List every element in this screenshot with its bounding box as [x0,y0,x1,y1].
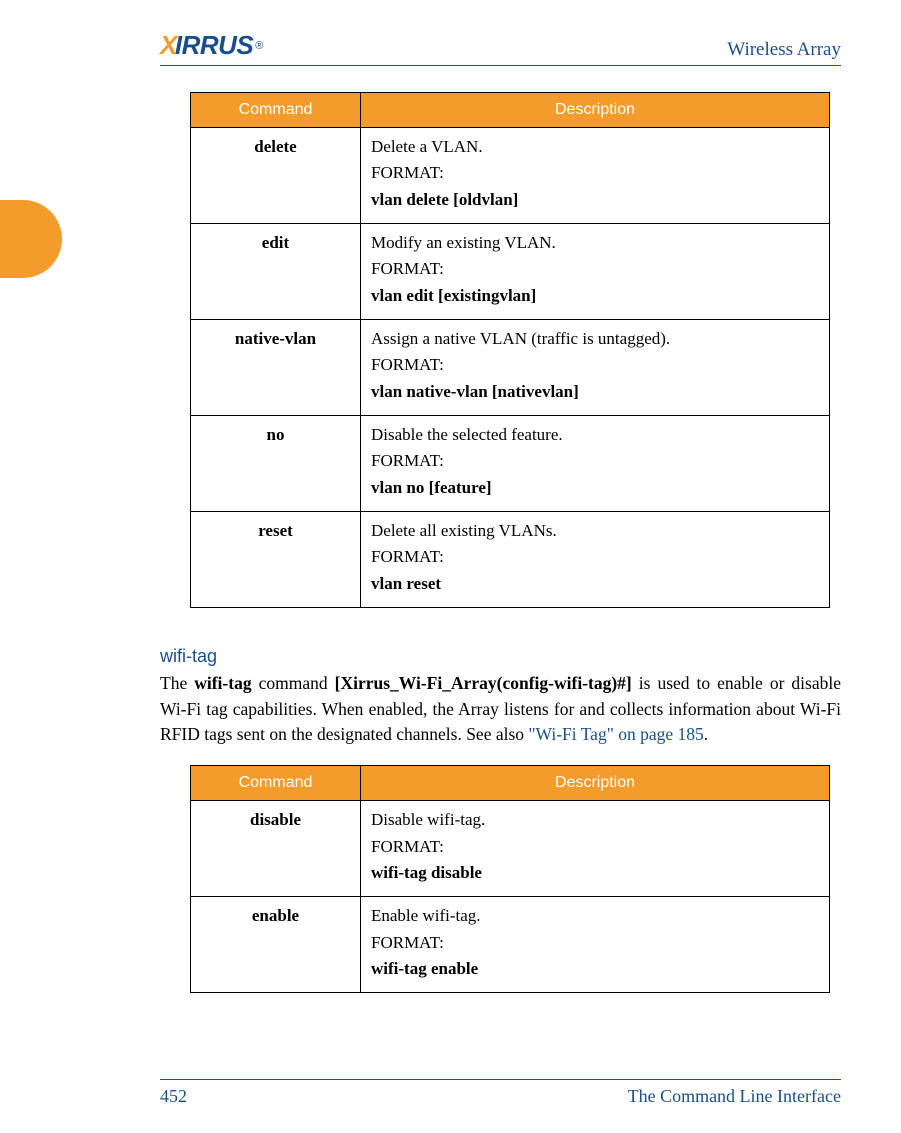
desc-format: FORMAT: [371,160,819,186]
desc-cell: Modify an existing VLAN. FORMAT: vlan ed… [361,224,830,320]
col-header-description: Description [361,766,830,801]
desc-text: Disable wifi-tag. [371,807,819,833]
desc-format: FORMAT: [371,256,819,282]
table-header-row: Command Description [191,766,830,801]
desc-syntax: wifi-tag enable [371,956,819,982]
table-row: edit Modify an existing VLAN. FORMAT: vl… [191,224,830,320]
desc-cell: Delete a VLAN. FORMAT: vlan delete [oldv… [361,128,830,224]
header-title: Wireless Array [727,39,841,61]
content-area: Command Description delete Delete a VLAN… [160,92,841,993]
table-row: disable Disable wifi-tag. FORMAT: wifi-t… [191,801,830,897]
col-header-command: Command [191,93,361,128]
desc-format: FORMAT: [371,930,819,956]
side-tab-decoration [0,200,62,278]
table-header-row: Command Description [191,93,830,128]
table-row: delete Delete a VLAN. FORMAT: vlan delet… [191,128,830,224]
logo-registered: ® [255,40,263,52]
table-row: native-vlan Assign a native VLAN (traffi… [191,320,830,416]
footer-title: The Command Line Interface [628,1086,841,1107]
para-text: . [704,724,708,744]
cmd-cell: native-vlan [191,320,361,416]
desc-syntax: vlan native-vlan [nativevlan] [371,379,819,405]
desc-cell: Disable wifi-tag. FORMAT: wifi-tag disab… [361,801,830,897]
page: XIRRUS® Wireless Array Command Descripti… [0,0,901,1133]
page-header: XIRRUS® Wireless Array [160,30,841,66]
table-row: no Disable the selected feature. FORMAT:… [191,416,830,512]
col-header-command: Command [191,766,361,801]
cmd-cell: reset [191,512,361,608]
desc-format: FORMAT: [371,352,819,378]
desc-syntax: wifi-tag disable [371,860,819,886]
table-row: reset Delete all existing VLANs. FORMAT:… [191,512,830,608]
desc-format: FORMAT: [371,544,819,570]
desc-cell: Delete all existing VLANs. FORMAT: vlan … [361,512,830,608]
page-number: 452 [160,1086,187,1107]
vlan-commands-table: Command Description delete Delete a VLAN… [190,92,830,608]
desc-text: Enable wifi-tag. [371,903,819,929]
col-header-description: Description [361,93,830,128]
desc-cell: Disable the selected feature. FORMAT: vl… [361,416,830,512]
para-command-prompt: [Xirrus_Wi-Fi_Array(config-wifi-tag)#] [335,673,632,693]
desc-cell: Enable wifi-tag. FORMAT: wifi-tag enable [361,897,830,993]
cmd-cell: delete [191,128,361,224]
cmd-cell: no [191,416,361,512]
desc-text: Modify an existing VLAN. [371,230,819,256]
brand-logo: XIRRUS® [160,30,263,61]
desc-text: Delete a VLAN. [371,134,819,160]
table-row: enable Enable wifi-tag. FORMAT: wifi-tag… [191,897,830,993]
desc-cell: Assign a native VLAN (traffic is untagge… [361,320,830,416]
section-heading-wifi-tag: wifi-tag [160,646,841,667]
desc-syntax: vlan reset [371,571,819,597]
desc-text: Delete all existing VLANs. [371,518,819,544]
desc-syntax: vlan no [feature] [371,475,819,501]
section-paragraph: The wifi-tag command [Xirrus_Wi-Fi_Array… [160,671,841,747]
cross-reference-link[interactable]: "Wi-Fi Tag" on page 185 [528,724,703,744]
cmd-cell: edit [191,224,361,320]
desc-syntax: vlan edit [existingvlan] [371,283,819,309]
page-footer: 452 The Command Line Interface [160,1079,841,1107]
wifi-tag-commands-table: Command Description disable Disable wifi… [190,765,830,993]
logo-rest: IRRUS [175,30,253,61]
desc-format: FORMAT: [371,448,819,474]
cmd-cell: enable [191,897,361,993]
para-command-name: wifi-tag [194,673,251,693]
desc-text: Assign a native VLAN (traffic is untagge… [371,326,819,352]
desc-text: Disable the selected feature. [371,422,819,448]
desc-format: FORMAT: [371,834,819,860]
para-text: command [252,673,335,693]
desc-syntax: vlan delete [oldvlan] [371,187,819,213]
para-text: The [160,673,194,693]
cmd-cell: disable [191,801,361,897]
